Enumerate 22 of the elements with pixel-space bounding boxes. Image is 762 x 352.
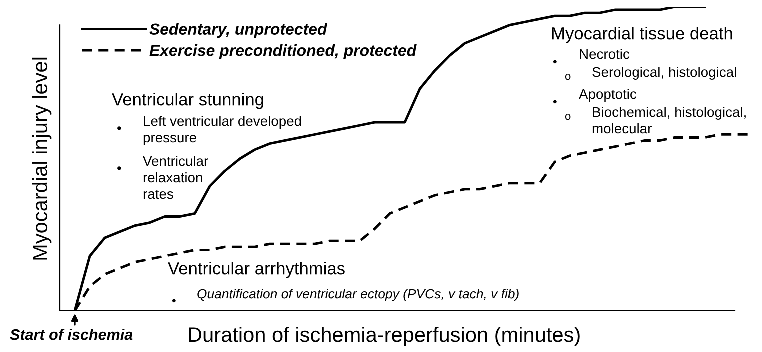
- annotation: •: [553, 100, 557, 104]
- annotation: Biochemical, histological, molecular: [592, 107, 746, 134]
- legend-label: Sedentary, unprotected: [150, 23, 328, 38]
- annotation: Left ventricular developed pressure: [144, 116, 302, 146]
- x-axis-title: Duration of ischemia-reperfusion (minutes): [189, 326, 580, 346]
- y-axis-title: Myocardial injury level: [32, 58, 52, 260]
- annotation: o: [565, 114, 571, 120]
- annotation: •: [118, 126, 122, 130]
- annotation: Serological, histological: [592, 67, 736, 80]
- annotation: Apoptotic: [579, 89, 637, 102]
- annotation: Necrotic: [580, 49, 630, 60]
- annotation: Ventricular arrhythmias: [168, 262, 345, 278]
- annotation: Ventricular relaxation rates: [143, 156, 208, 200]
- annotation: Ventricular stunning: [112, 93, 264, 110]
- annotation: Myocardial tissue death: [552, 27, 732, 44]
- text: Start of ischemia: [10, 329, 133, 340]
- annotation: •: [553, 60, 557, 64]
- annotation: Quantification of ventricular ectopy (PVCs, v tach, v fib): [198, 289, 519, 302]
- annotation: o: [565, 74, 571, 80]
- legend-label: Exercise preconditioned, protected: [150, 44, 417, 60]
- annotation: •: [172, 299, 176, 303]
- annotation: •: [118, 166, 122, 170]
